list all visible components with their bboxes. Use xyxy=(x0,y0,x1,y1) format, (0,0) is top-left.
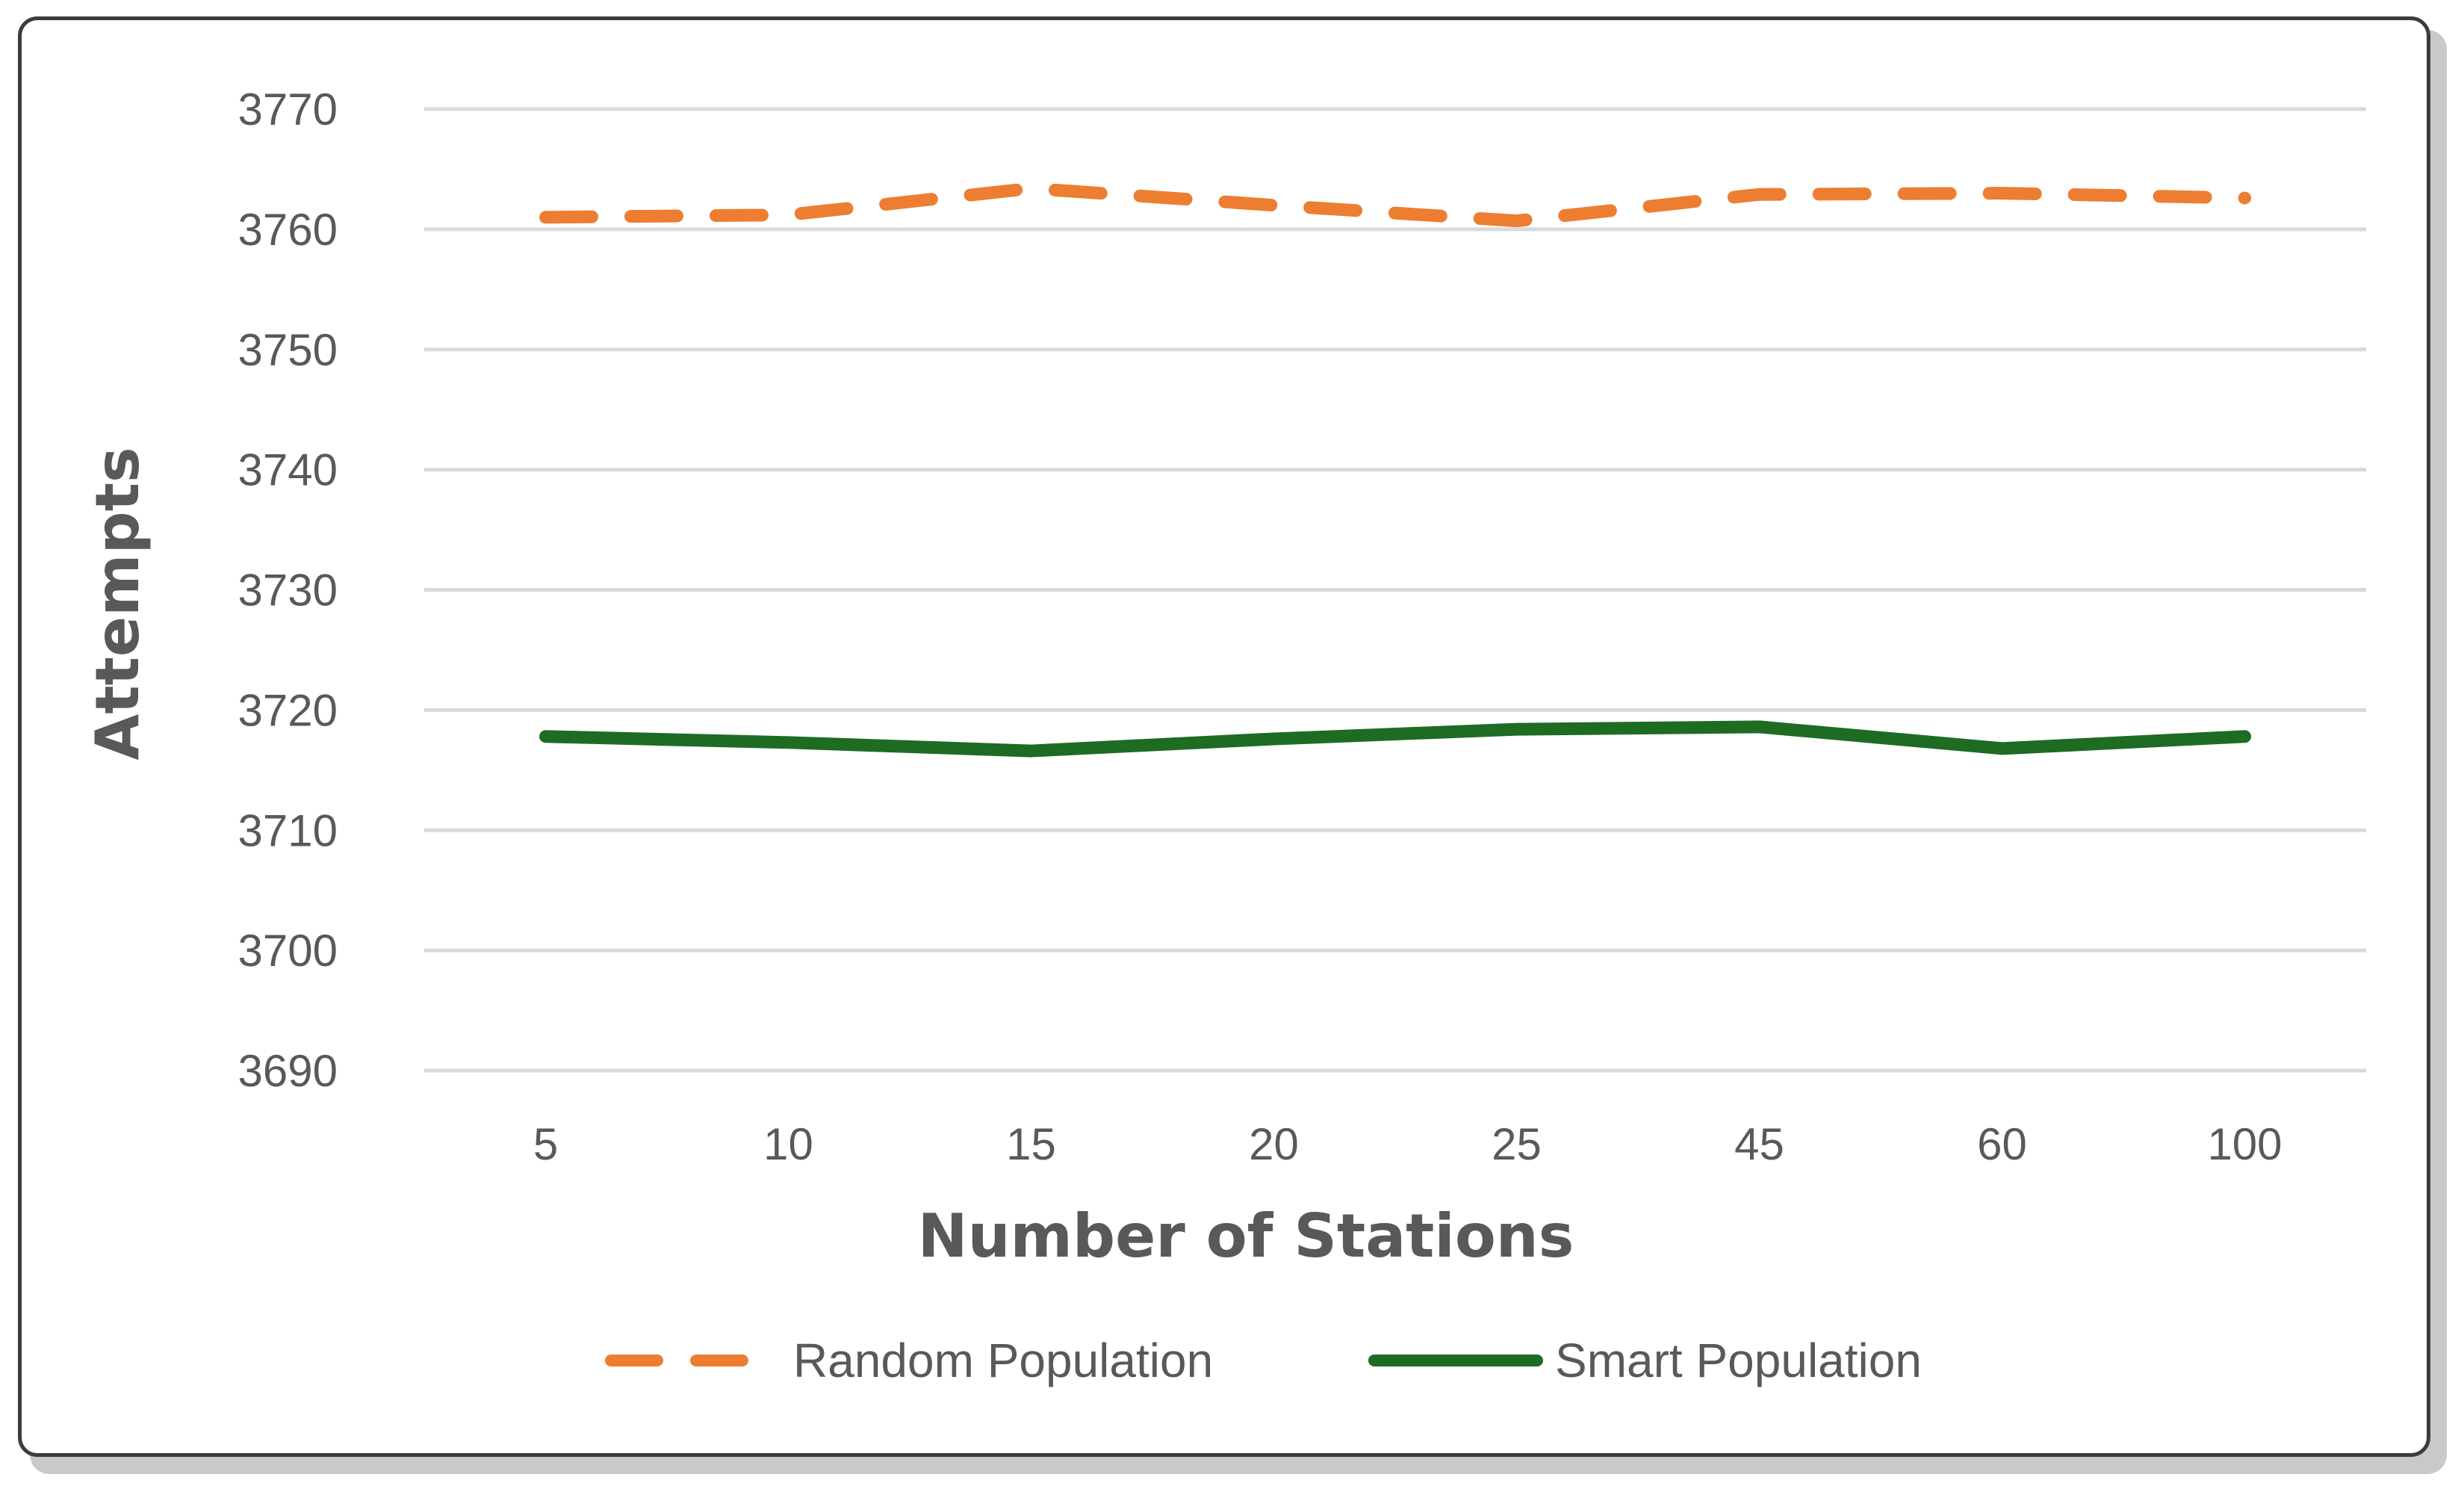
y-tick-label: 3730 xyxy=(238,566,338,616)
x-tick-label: 45 xyxy=(1734,1119,1784,1169)
data-point xyxy=(788,742,789,743)
legend-label-random-population: Random Population xyxy=(793,1334,1213,1387)
y-tick-label: 3750 xyxy=(238,325,338,375)
data-point xyxy=(545,217,547,218)
y-tick-label: 3690 xyxy=(238,1046,338,1096)
x-tick-label: 100 xyxy=(2207,1119,2282,1169)
data-point xyxy=(1759,726,1760,728)
series-line-smart-population xyxy=(539,720,2251,758)
y-axis-title: Attempts xyxy=(83,447,152,760)
x-tick-label: 25 xyxy=(1492,1119,1542,1169)
x-tick-label: 20 xyxy=(1249,1119,1299,1169)
data-point xyxy=(2002,748,2003,749)
x-axis-title: Number of Stations xyxy=(918,1201,1574,1271)
series-lines xyxy=(539,182,2251,758)
y-axis-ticks: 3690 3700 3710 3720 3730 3740 3750 3760 3770 xyxy=(238,84,338,1096)
y-tick-label: 3760 xyxy=(238,205,338,255)
data-point xyxy=(1516,728,1518,730)
data-point xyxy=(1031,188,1032,189)
x-tick-label: 15 xyxy=(1006,1119,1056,1169)
series-line-random-population xyxy=(539,182,2251,228)
x-tick-label: 10 xyxy=(763,1119,813,1169)
data-point xyxy=(545,736,547,737)
x-tick-label: 5 xyxy=(533,1119,558,1169)
data-point xyxy=(788,214,789,216)
y-tick-label: 3740 xyxy=(238,445,338,495)
y-tick-label: 3770 xyxy=(238,84,338,134)
data-point xyxy=(2244,736,2246,737)
x-axis-ticks: 5 10 15 20 25 45 60 100 xyxy=(533,1119,2283,1169)
data-point xyxy=(1516,220,1518,222)
data-point xyxy=(2244,197,2246,199)
y-tick-label: 3700 xyxy=(238,926,338,976)
data-point xyxy=(2002,193,2003,194)
data-point xyxy=(1759,194,1760,195)
legend-label-smart-population: Smart Population xyxy=(1555,1334,1922,1387)
data-point xyxy=(1031,750,1032,752)
gridlines xyxy=(424,107,2366,1073)
y-tick-label: 3720 xyxy=(238,685,338,735)
legend: Random Population Smart Population xyxy=(605,1334,1922,1387)
y-tick-label: 3710 xyxy=(238,805,338,855)
x-tick-label: 60 xyxy=(1977,1119,2027,1169)
data-point xyxy=(1273,738,1275,740)
data-point xyxy=(1273,205,1275,206)
